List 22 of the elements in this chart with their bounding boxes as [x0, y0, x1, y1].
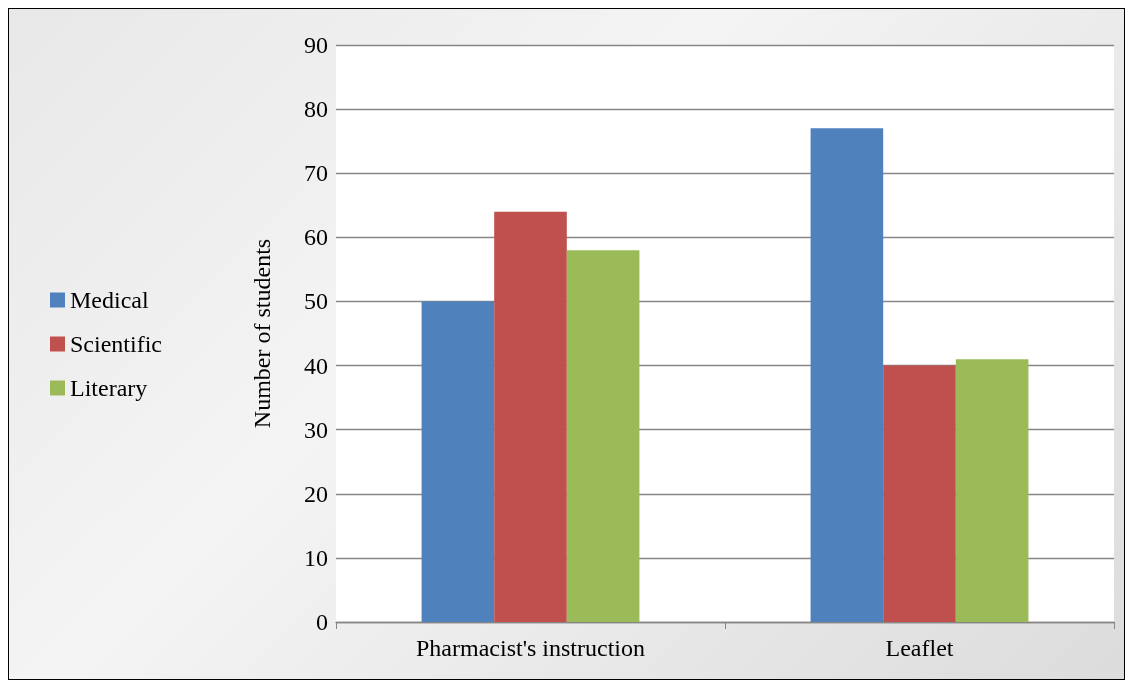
y-tick-label: 30 — [304, 416, 328, 443]
y-tick-label: 20 — [304, 480, 328, 507]
bar — [494, 211, 567, 622]
y-tick-label: 10 — [304, 544, 328, 571]
y-tick-label: 70 — [304, 160, 328, 187]
y-tick-label: 40 — [304, 352, 328, 379]
bar — [421, 301, 495, 622]
legend-label: Medical — [70, 287, 149, 313]
bar — [955, 359, 1029, 622]
bar — [883, 365, 956, 622]
y-tick-label: 90 — [304, 32, 328, 58]
y-tick-label: 60 — [304, 224, 328, 251]
x-tick-label: Leaflet — [885, 635, 954, 661]
bar — [566, 250, 640, 622]
bar — [810, 128, 884, 622]
y-tick-label: 0 — [316, 609, 328, 635]
legend-label: Literary — [70, 375, 148, 401]
y-tick-label: 50 — [304, 288, 328, 315]
y-axis-title: Number of students — [249, 238, 275, 429]
x-tick-label: Pharmacist's instruction — [416, 635, 645, 661]
y-tick-label: 80 — [304, 96, 328, 123]
legend-label: Scientific — [70, 331, 162, 357]
